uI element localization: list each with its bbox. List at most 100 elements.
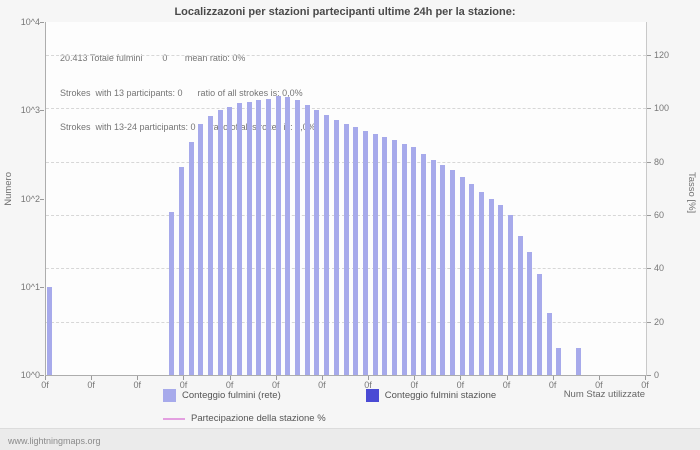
network-bar: [304, 104, 310, 375]
right-tick-label: 20: [654, 316, 665, 327]
network-bar: [546, 313, 552, 375]
network-bar: [256, 100, 262, 375]
x-tick-label: 0f: [179, 380, 188, 390]
x-tick: [275, 376, 277, 380]
legend-label-participation: Partecipazione della stazione %: [191, 413, 326, 424]
network-bar: [420, 153, 426, 375]
left-tick-label: 10^2: [20, 193, 40, 204]
network-bar: [169, 212, 175, 375]
right-tick: [647, 55, 651, 56]
legend-item-participation: Partecipazione della stazione %: [163, 413, 326, 424]
x-tick: [229, 376, 231, 380]
legend-item-station: Conteggio fulmini stazione: [365, 389, 497, 402]
x-tick-label: 0f: [272, 380, 280, 390]
x-tick-label: 0f: [456, 380, 465, 390]
left-tick: [40, 375, 44, 376]
network-bar: [178, 166, 184, 375]
gridline: [46, 55, 646, 56]
network-bar: [401, 143, 407, 375]
x-tick: [414, 376, 416, 380]
network-bar: [285, 97, 291, 375]
network-bar: [295, 100, 301, 375]
network-bar: [430, 160, 436, 375]
footer-link[interactable]: www.lightningmaps.org: [8, 436, 101, 446]
x-tick: [460, 376, 462, 380]
right-tick: [647, 108, 651, 110]
x-tick-label: 0f: [595, 380, 603, 390]
network-bar: [314, 110, 320, 375]
legend-line-participation-icon: [163, 417, 185, 420]
network-bar: [478, 191, 484, 375]
legend-item-network: Conteggio fulmini (rete): [163, 389, 281, 402]
network-bar: [498, 204, 504, 375]
x-tick: [645, 376, 646, 380]
x-tick-label: 0f: [502, 380, 511, 390]
right-tick: [647, 321, 651, 323]
network-bar: [275, 96, 281, 375]
gridline: [46, 108, 646, 110]
x-tick: [137, 376, 139, 380]
x-tick-label: 0f: [225, 380, 234, 390]
right-tick-label: 0: [654, 370, 660, 380]
x-tick: [368, 376, 370, 380]
legend-row-2: Partecipazione della stazione %: [163, 413, 326, 424]
network-bar: [372, 133, 378, 375]
right-tick: [647, 268, 651, 270]
right-tick-label: 120: [654, 50, 670, 60]
left-tick-label: 10^4: [20, 17, 40, 27]
right-tick-label: 60: [654, 210, 665, 220]
network-bar: [343, 123, 349, 375]
x-tick-label: 0f: [318, 380, 326, 390]
annotation-line-strokes-13: Strokes with 13 participants: 0 ratio of…: [60, 87, 303, 98]
right-tick: [647, 215, 651, 216]
network-bar: [469, 184, 475, 375]
legend-swatch-station-icon: [365, 389, 379, 402]
legend-row-1: Conteggio fulmini (rete) Conteggio fulmi…: [163, 389, 496, 402]
network-bar: [537, 273, 543, 375]
legend-label-network: Conteggio fulmini (rete): [182, 390, 281, 401]
x-tick: [45, 376, 46, 380]
x-tick-label: 0f: [87, 380, 95, 390]
network-bar: [217, 110, 223, 375]
network-bar: [362, 131, 368, 375]
x-tick-label: 0f: [410, 380, 418, 390]
footer-bar: www.lightningmaps.org: [0, 428, 700, 450]
left-tick: [40, 286, 44, 288]
x-tick: [552, 376, 554, 380]
x-tick-label: 0f: [548, 380, 557, 390]
right-tick: [647, 161, 651, 163]
network-bar: [237, 103, 243, 375]
network-bar: [188, 141, 194, 375]
x-tick: [183, 376, 185, 380]
legend-label-station: Conteggio fulmini stazione: [384, 390, 497, 401]
network-bar: [411, 147, 417, 375]
x-tick-label: 0f: [641, 380, 649, 390]
network-bar: [527, 251, 533, 375]
left-tick-label: 10^1: [20, 281, 40, 292]
right-tick: [647, 375, 651, 376]
x-tick: [321, 376, 323, 380]
network-bar: [246, 101, 252, 375]
network-bar: [391, 140, 397, 375]
plot-area: 20.413 Totale fulmini 0 mean ratio: 0% S…: [45, 22, 647, 376]
left-tick-label: 10^3: [20, 105, 40, 116]
x-tick-label: 0f: [133, 380, 142, 390]
right-tick-label: 100: [654, 103, 670, 114]
network-bar: [459, 177, 465, 375]
x-axis-label: Num Staz utilizzate: [563, 389, 645, 400]
network-bar: [488, 198, 494, 375]
network-bar: [227, 106, 233, 375]
network-bar: [198, 123, 204, 375]
x-tick-label: 0f: [364, 380, 372, 390]
right-tick-label: 40: [654, 263, 665, 274]
network-bar: [333, 119, 339, 375]
x-tick: [598, 376, 600, 380]
y-axis-label-right: Tasso [%]: [686, 172, 697, 214]
left-tick: [40, 198, 44, 200]
chart-title: Localizzazoni per stazioni partecipanti …: [174, 6, 516, 18]
network-bar: [47, 286, 52, 375]
network-bar: [208, 116, 214, 375]
network-bar: [324, 115, 330, 375]
x-tick: [91, 376, 93, 380]
